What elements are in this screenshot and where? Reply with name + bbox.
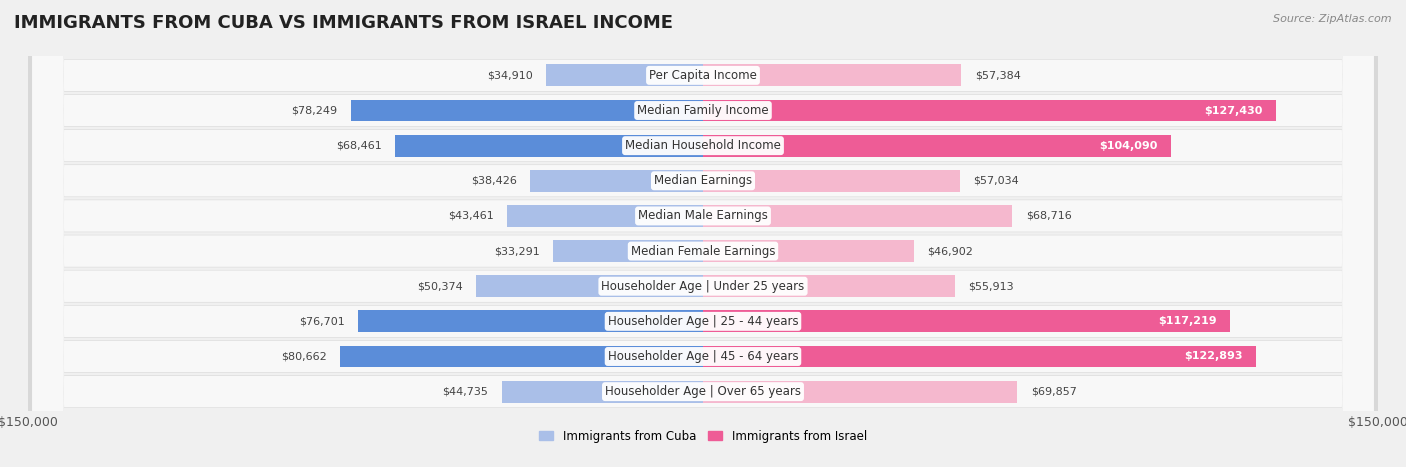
FancyBboxPatch shape [32,0,1374,467]
Text: Householder Age | 45 - 64 years: Householder Age | 45 - 64 years [607,350,799,363]
FancyBboxPatch shape [32,0,1374,467]
FancyBboxPatch shape [28,0,1378,467]
Bar [477,276,703,297]
Bar [703,135,1171,156]
Bar [508,205,703,227]
Text: $55,913: $55,913 [969,281,1014,291]
FancyBboxPatch shape [28,0,1378,467]
Text: $43,461: $43,461 [449,211,494,221]
Text: Median Female Earnings: Median Female Earnings [631,245,775,258]
Bar [395,135,703,156]
Text: $76,701: $76,701 [298,316,344,326]
Text: Householder Age | Under 25 years: Householder Age | Under 25 years [602,280,804,293]
Text: $68,716: $68,716 [1025,211,1071,221]
Bar [546,64,703,86]
Text: $34,910: $34,910 [486,71,533,80]
Text: $78,249: $78,249 [291,106,337,115]
FancyBboxPatch shape [32,0,1374,467]
FancyBboxPatch shape [32,0,1374,467]
Text: Median Family Income: Median Family Income [637,104,769,117]
Bar [530,170,703,191]
Bar [352,99,703,121]
Text: IMMIGRANTS FROM CUBA VS IMMIGRANTS FROM ISRAEL INCOME: IMMIGRANTS FROM CUBA VS IMMIGRANTS FROM … [14,14,673,32]
Bar [502,381,703,403]
Text: $38,426: $38,426 [471,176,516,186]
Bar [703,381,1018,403]
Text: $57,384: $57,384 [974,71,1021,80]
Text: Median Male Earnings: Median Male Earnings [638,209,768,222]
Bar [703,240,914,262]
FancyBboxPatch shape [28,0,1378,467]
FancyBboxPatch shape [28,0,1378,467]
FancyBboxPatch shape [32,0,1374,467]
Bar [703,346,1256,368]
FancyBboxPatch shape [28,0,1378,467]
Text: Source: ZipAtlas.com: Source: ZipAtlas.com [1274,14,1392,24]
Bar [703,99,1277,121]
FancyBboxPatch shape [32,0,1374,467]
FancyBboxPatch shape [32,0,1374,467]
Bar [340,346,703,368]
Text: $117,219: $117,219 [1159,316,1218,326]
Text: $68,461: $68,461 [336,141,381,151]
Text: $104,090: $104,090 [1099,141,1157,151]
Text: $127,430: $127,430 [1205,106,1263,115]
FancyBboxPatch shape [28,0,1378,467]
FancyBboxPatch shape [28,0,1378,467]
FancyBboxPatch shape [32,0,1374,467]
Text: Median Earnings: Median Earnings [654,174,752,187]
Bar [359,311,703,332]
Text: $33,291: $33,291 [494,246,540,256]
FancyBboxPatch shape [28,0,1378,467]
Bar [703,276,955,297]
Text: $69,857: $69,857 [1031,387,1077,396]
Text: Householder Age | 25 - 44 years: Householder Age | 25 - 44 years [607,315,799,328]
Text: Householder Age | Over 65 years: Householder Age | Over 65 years [605,385,801,398]
Bar [703,205,1012,227]
Text: $57,034: $57,034 [973,176,1019,186]
Bar [703,170,960,191]
Text: $44,735: $44,735 [443,387,488,396]
Text: $46,902: $46,902 [928,246,973,256]
Text: $50,374: $50,374 [418,281,463,291]
Bar [703,64,962,86]
Bar [703,311,1230,332]
FancyBboxPatch shape [32,0,1374,467]
Legend: Immigrants from Cuba, Immigrants from Israel: Immigrants from Cuba, Immigrants from Is… [534,425,872,448]
Text: Median Household Income: Median Household Income [626,139,780,152]
FancyBboxPatch shape [32,0,1374,467]
Text: Per Capita Income: Per Capita Income [650,69,756,82]
FancyBboxPatch shape [28,0,1378,467]
Bar [553,240,703,262]
Text: $80,662: $80,662 [281,352,326,361]
FancyBboxPatch shape [28,0,1378,467]
Text: $122,893: $122,893 [1184,352,1243,361]
